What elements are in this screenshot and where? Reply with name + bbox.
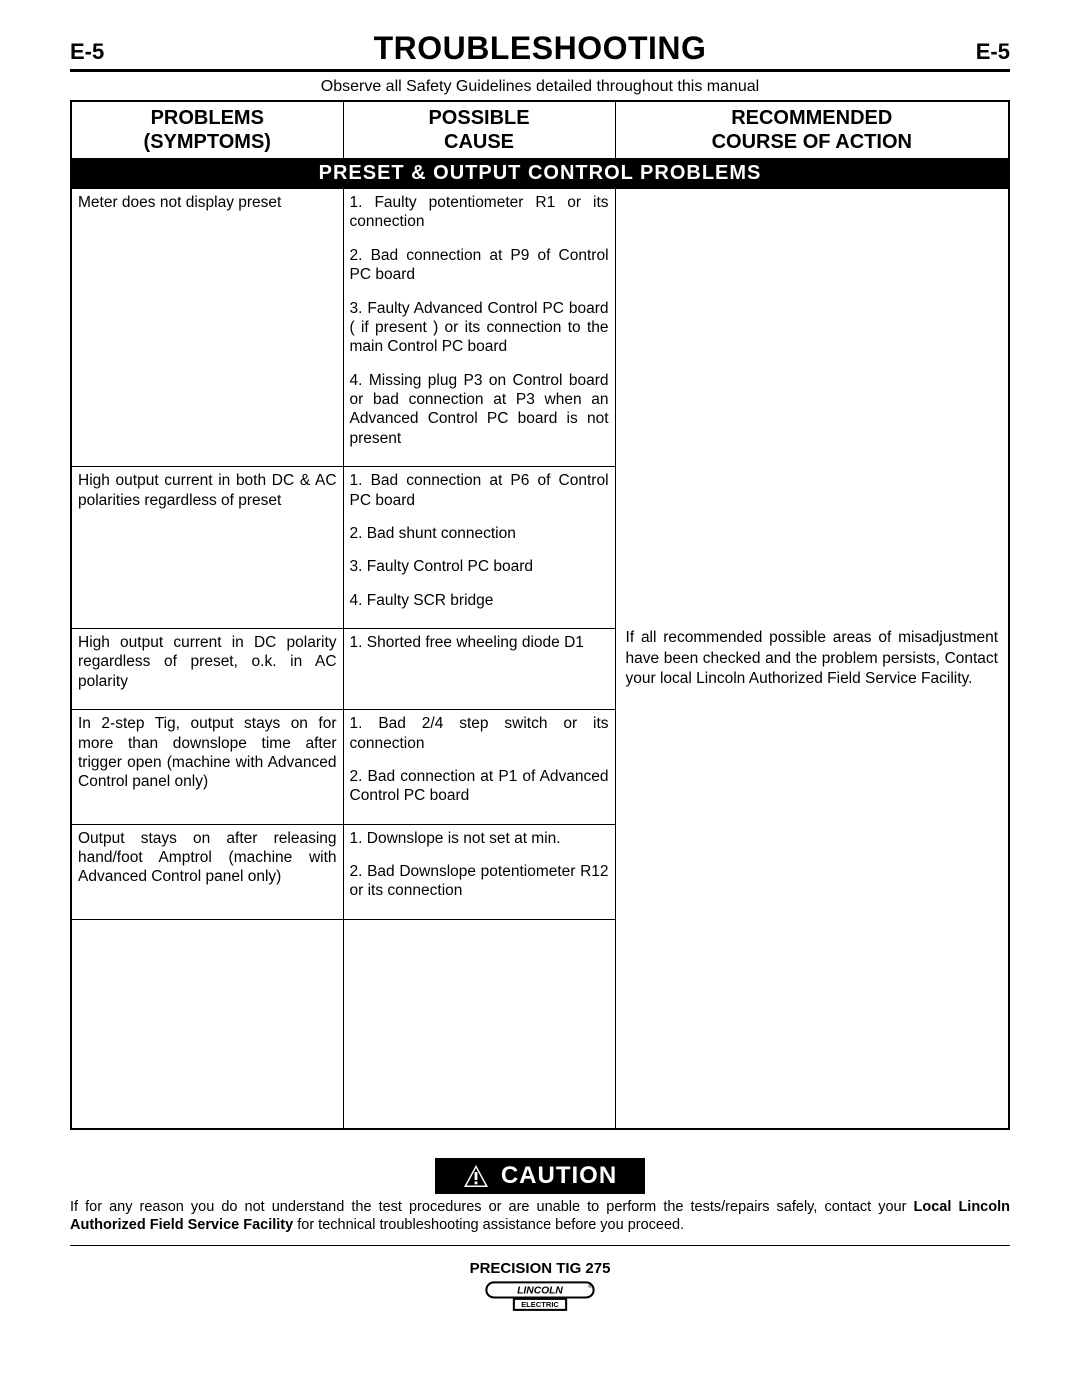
brand-bottom-text: ELECTRIC: [521, 1300, 559, 1309]
problem-cell: Output stays on after releasing hand/foo…: [71, 824, 343, 919]
table-header-row: PROBLEMS(SYMPTOMS)POSSIBLECAUSERECOMMEND…: [71, 101, 1009, 158]
cause-cell: 1. Downslope is not set at min. 2. Bad Do…: [343, 824, 615, 919]
cause-item: 2. Bad connection at P9 of Control PC bo…: [350, 246, 609, 285]
caution-badge-wrap: CAUTION: [70, 1158, 1010, 1194]
table-row: Meter does not display preset1. Faulty p…: [71, 189, 1009, 467]
footer-model: PRECISION TIG 275: [70, 1260, 1010, 1277]
cause-item: 4. Faulty SCR bridge: [350, 591, 609, 610]
cause-item: 3. Faulty Advanced Control PC board ( if…: [350, 299, 609, 357]
column-header: PROBLEMS(SYMPTOMS): [71, 101, 343, 158]
safety-note: Observe all Safety Guidelines detailed t…: [70, 78, 1010, 96]
column-header: POSSIBLECAUSE: [343, 101, 615, 158]
cause-item: 1. Bad connection at P6 of Control PC bo…: [350, 471, 609, 510]
caution-badge: CAUTION: [435, 1158, 645, 1194]
cause-item: 4. Missing plug P3 on Control board or b…: [350, 371, 609, 449]
svg-text:®: ®: [588, 1282, 592, 1289]
brand-logo: LINCOLN ® ELECTRIC: [70, 1281, 1010, 1316]
problem-cell: High output current in both DC & AC pola…: [71, 467, 343, 629]
caution-label: CAUTION: [501, 1162, 617, 1190]
recommended-cell: If all recommended possible areas of mis…: [615, 189, 1009, 1129]
cause-cell: 1. Shorted free wheeling diode D1: [343, 629, 615, 710]
cause-item: 1. Faulty potentiometer R1 or its connec…: [350, 193, 609, 232]
page-code-right: E-5: [976, 39, 1010, 65]
cause-item: 1. Bad 2/4 step switch or its connection: [350, 714, 609, 753]
cause-cell: 1. Bad 2/4 step switch or its connection…: [343, 710, 615, 825]
troubleshooting-table: PROBLEMS(SYMPTOMS)POSSIBLECAUSERECOMMEND…: [70, 100, 1010, 1130]
problem-cell: High output current in DC polarity regar…: [71, 629, 343, 710]
cause-cell: 1. Faulty potentiometer R1 or its connec…: [343, 189, 615, 467]
cause-item: 1. Shorted free wheeling diode D1: [350, 633, 609, 652]
problem-cell: In 2-step Tig, output stays on for more …: [71, 710, 343, 825]
column-header: RECOMMENDEDCOURSE OF ACTION: [615, 101, 1009, 158]
section-band: PRESET & OUTPUT CONTROL PROBLEMS: [71, 158, 1009, 189]
page-header: E-5 TROUBLESHOOTING E-5: [70, 30, 1010, 72]
page-code-left: E-5: [70, 39, 104, 65]
problem-cell: Meter does not display preset: [71, 189, 343, 467]
warning-triangle-icon: [463, 1164, 489, 1188]
cause-item: 2. Bad connection at P1 of Advanced Cont…: [350, 767, 609, 806]
cause-item: 3. Faulty Control PC board: [350, 557, 609, 576]
cause-item: 2. Bad shunt connection: [350, 524, 609, 543]
cause-cell: 1. Bad connection at P6 of Control PC bo…: [343, 467, 615, 629]
page-title: TROUBLESHOOTING: [374, 30, 707, 67]
caution-text: If for any reason you do not understand …: [70, 1198, 1010, 1245]
cause-item: 2. Bad Downslope potentiometer R12 or it…: [350, 862, 609, 901]
cause-item: 1. Downslope is not set at min.: [350, 829, 609, 848]
brand-top-text: LINCOLN: [517, 1285, 563, 1296]
